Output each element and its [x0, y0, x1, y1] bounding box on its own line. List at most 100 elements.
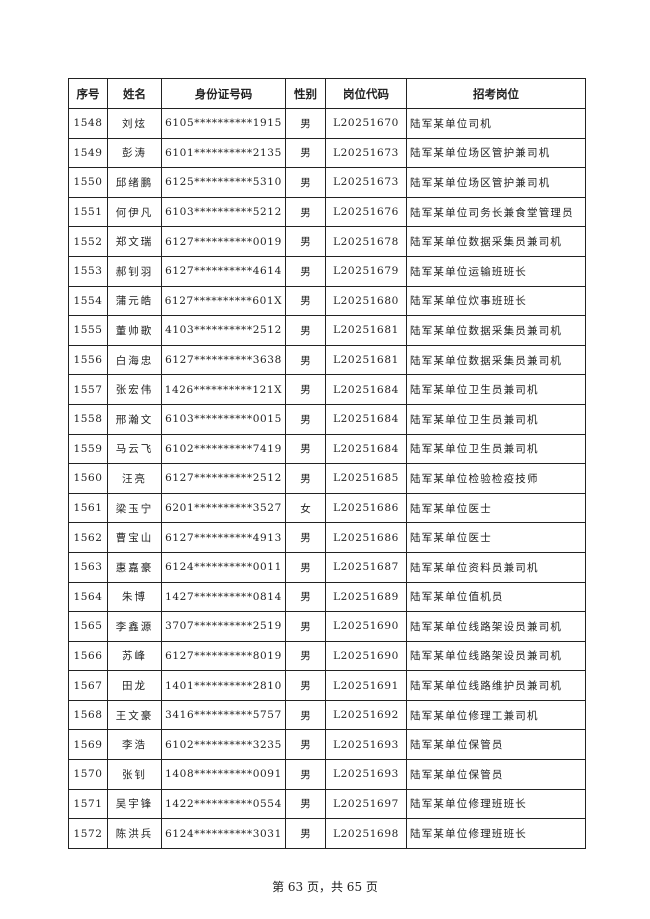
- header-seq: 序号: [68, 78, 108, 109]
- cell-name: 邢瀚文: [107, 403, 162, 435]
- cell-gender: 男: [285, 551, 326, 583]
- cell-id-number: 1401**********2810: [161, 670, 286, 701]
- cell-id-number: 1427**********0814: [161, 581, 286, 613]
- cell-id-number: 6102**********7419: [161, 433, 286, 465]
- cell-name: 董帅歌: [107, 315, 162, 346]
- header-gender: 性别: [285, 78, 326, 109]
- cell-seq: 1555: [68, 315, 108, 346]
- cell-post: 陆军某单位数据采集员兼司机: [406, 344, 586, 376]
- cell-seq: 1556: [68, 344, 108, 376]
- cell-post-code: L20251686: [325, 492, 407, 524]
- cell-post: 陆军某单位司务长兼食堂管理员: [406, 196, 586, 228]
- cell-name: 李鑫源: [107, 611, 162, 642]
- cell-gender: 男: [285, 255, 326, 287]
- cell-name: 郝钊羽: [107, 255, 162, 287]
- cell-id-number: 6101**********2135: [161, 137, 286, 169]
- cell-seq: 1570: [68, 759, 108, 790]
- cell-post: 陆军某单位保管员: [406, 729, 586, 761]
- cell-gender: 女: [285, 492, 326, 524]
- cell-seq: 1572: [68, 818, 108, 849]
- cell-name: 王文豪: [107, 699, 162, 731]
- cell-gender: 男: [285, 729, 326, 761]
- table-row: 1561 梁玉宁 6201**********3527 女 L20251686 陆军某单位…: [68, 492, 586, 524]
- cell-seq: 1558: [68, 403, 108, 435]
- cell-post-code: L20251698: [325, 818, 407, 849]
- table-row: 1567 田龙 1401**********2810 男 L20251691 陆军某单位线…: [68, 670, 586, 701]
- cell-post-code: L20251690: [325, 640, 407, 672]
- cell-name: 吴宇锋: [107, 788, 162, 820]
- cell-post-code: L20251690: [325, 611, 407, 642]
- cell-post: 陆军某单位检验检疫技师: [406, 463, 586, 494]
- cell-id-number: 6105**********1915: [161, 108, 286, 139]
- cell-post: 陆军某单位修理工兼司机: [406, 699, 586, 731]
- cell-name: 梁玉宁: [107, 492, 162, 524]
- cell-name: 曹宝山: [107, 522, 162, 553]
- cell-post: 陆军某单位炊事班班长: [406, 285, 586, 317]
- cell-name: 何伊凡: [107, 196, 162, 228]
- table-row: 1562 曹宝山 6127**********4913 男 L20251686 陆军某单位…: [68, 522, 586, 553]
- cell-gender: 男: [285, 344, 326, 376]
- cell-id-number: 3416**********5757: [161, 699, 286, 731]
- cell-post: 陆军某单位修理班班长: [406, 818, 586, 849]
- cell-id-number: 6124**********3031: [161, 818, 286, 849]
- cell-id-number: 6103**********0015: [161, 403, 286, 435]
- cell-post-code: L20251670: [325, 108, 407, 139]
- cell-gender: 男: [285, 167, 326, 198]
- header-id-number: 身份证号码: [161, 78, 286, 109]
- cell-post-code: L20251678: [325, 226, 407, 257]
- table-row: 1572 陈洪兵 6124**********3031 男 L20251698 陆军某单位…: [68, 818, 586, 849]
- cell-id-number: 6103**********5212: [161, 196, 286, 228]
- cell-post-code: L20251681: [325, 315, 407, 346]
- cell-gender: 男: [285, 403, 326, 435]
- cell-id-number: 1426**********121X: [161, 374, 286, 405]
- cell-id-number: 6125**********5310: [161, 167, 286, 198]
- cell-seq: 1566: [68, 640, 108, 672]
- cell-post-code: L20251679: [325, 255, 407, 287]
- cell-seq: 1571: [68, 788, 108, 820]
- cell-name: 白海忠: [107, 344, 162, 376]
- table-body: 1548 刘炫 6105**********1915 男 L20251670 陆军某单位司…: [68, 108, 586, 849]
- table-row: 1564 朱博 1427**********0814 男 L20251689 陆军某单位值…: [68, 581, 586, 613]
- cell-post-code: L20251697: [325, 788, 407, 820]
- cell-post: 陆军某单位线路架设员兼司机: [406, 611, 586, 642]
- cell-seq: 1549: [68, 137, 108, 169]
- cell-post: 陆军某单位司机: [406, 108, 586, 139]
- table-row: 1560 汪亮 6127**********2512 男 L20251685 陆军某单位检…: [68, 463, 586, 494]
- cell-seq: 1567: [68, 670, 108, 701]
- cell-seq: 1551: [68, 196, 108, 228]
- cell-id-number: 6102**********3235: [161, 729, 286, 761]
- cell-post: 陆军某单位运输班班长: [406, 255, 586, 287]
- cell-post-code: L20251692: [325, 699, 407, 731]
- cell-post: 陆军某单位值机员: [406, 581, 586, 613]
- cell-gender: 男: [285, 196, 326, 228]
- cell-post: 陆军某单位卫生员兼司机: [406, 433, 586, 465]
- cell-seq: 1564: [68, 581, 108, 613]
- table-row: 1554 蒲元皓 6127**********601X 男 L20251680 陆军某单位…: [68, 285, 586, 317]
- cell-seq: 1565: [68, 611, 108, 642]
- table-row: 1549 彭涛 6101**********2135 男 L20251673 陆军某单位场…: [68, 137, 586, 169]
- table-row: 1555 董帅歌 4103**********2512 男 L20251681 陆军某单位…: [68, 315, 586, 346]
- cell-name: 张钊: [107, 759, 162, 790]
- cell-post: 陆军某单位保管员: [406, 759, 586, 790]
- cell-id-number: 6127**********4913: [161, 522, 286, 553]
- cell-gender: 男: [285, 108, 326, 139]
- cell-name: 汪亮: [107, 463, 162, 494]
- cell-name: 惠嘉豪: [107, 551, 162, 583]
- cell-gender: 男: [285, 759, 326, 790]
- table-row: 1565 李鑫源 3707**********2519 男 L20251690 陆军某单位…: [68, 611, 586, 642]
- cell-post-code: L20251673: [325, 137, 407, 169]
- cell-post: 陆军某单位场区管护兼司机: [406, 167, 586, 198]
- cell-seq: 1569: [68, 729, 108, 761]
- cell-post-code: L20251686: [325, 522, 407, 553]
- cell-gender: 男: [285, 315, 326, 346]
- table-row: 1559 马云飞 6102**********7419 男 L20251684 陆军某单位…: [68, 433, 586, 465]
- cell-name: 郑文瑞: [107, 226, 162, 257]
- cell-name: 蒲元皓: [107, 285, 162, 317]
- table-row: 1563 惠嘉豪 6124**********0011 男 L20251687 陆军某单位…: [68, 551, 586, 583]
- cell-post-code: L20251681: [325, 344, 407, 376]
- page-number: 第 63 页，共 65 页: [272, 880, 378, 894]
- header-name: 姓名: [107, 78, 162, 109]
- cell-gender: 男: [285, 670, 326, 701]
- cell-gender: 男: [285, 640, 326, 672]
- cell-id-number: 6127**********4614: [161, 255, 286, 287]
